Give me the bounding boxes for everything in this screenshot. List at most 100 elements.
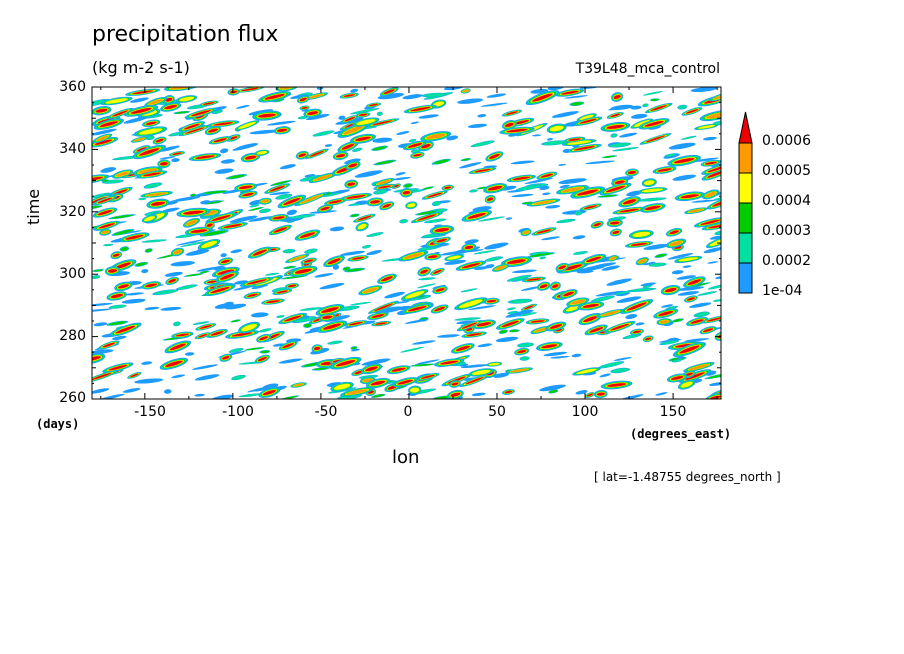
precip-streak: [708, 382, 721, 387]
precip-streak: [577, 301, 605, 311]
precip-streak: [361, 363, 382, 375]
precip-streak: [456, 320, 477, 325]
precip-streak: [178, 121, 206, 132]
precip-streak: [601, 155, 618, 159]
colorbar-swatch: [738, 202, 753, 234]
precip-streak: [119, 246, 130, 252]
precip-streak: [251, 284, 269, 290]
precip-streak: [235, 143, 259, 150]
precip-streak: [141, 239, 168, 243]
precip-streak: [486, 93, 507, 98]
precip-streak: [157, 159, 171, 169]
precip-streak: [180, 240, 209, 247]
precip-streak: [630, 105, 642, 110]
precip-streak: [703, 136, 717, 141]
precip-streak: [476, 186, 487, 190]
precip-streak: [248, 216, 273, 222]
precip-streak: [308, 172, 338, 183]
precip-streak: [244, 347, 265, 351]
precip-streak: [456, 319, 483, 332]
precip-streak: [256, 333, 272, 343]
precip-streak: [599, 182, 632, 196]
precip-streak: [505, 309, 534, 318]
precip-streak: [160, 306, 182, 311]
precip-streak: [526, 252, 556, 258]
precip-streak: [375, 306, 404, 314]
precip-streak: [395, 172, 406, 176]
precip-streak: [460, 364, 490, 368]
precip-streak: [449, 380, 461, 388]
precip-streak: [531, 227, 557, 236]
colorbar-label: 0.0006: [762, 133, 811, 149]
precip-streak: [169, 199, 181, 203]
precip-streak: [539, 384, 566, 392]
precip-streak: [691, 199, 716, 203]
precip-streak: [184, 352, 195, 356]
precip-streak: [92, 205, 103, 210]
precip-streak: [176, 207, 211, 218]
precip-streak: [290, 382, 307, 388]
precip-streak: [429, 225, 455, 235]
precip-streak: [109, 322, 142, 337]
precip-streak: [185, 249, 210, 256]
precip-streak: [143, 182, 163, 189]
precip-streak: [92, 349, 114, 354]
precip-streak: [195, 323, 217, 331]
precip-streak: [677, 379, 696, 390]
precip-streak: [521, 276, 546, 283]
precip-streak: [199, 100, 219, 107]
colorbar-swatch: [738, 262, 753, 294]
precip-streak: [558, 163, 567, 166]
x-tick-label: 150: [659, 404, 687, 420]
experiment-label: T39L48_mca_control: [575, 61, 720, 77]
precip-streak: [576, 270, 594, 274]
precip-streak: [239, 276, 274, 287]
precip-streak: [546, 138, 554, 141]
precip-streak: [92, 370, 119, 383]
precip-streak: [511, 269, 538, 274]
precip-streak: [677, 291, 700, 296]
precip-streak: [311, 367, 331, 371]
precip-streak: [672, 174, 697, 181]
precip-streak: [464, 239, 479, 244]
precip-streak: [92, 136, 119, 148]
precip-streak: [715, 275, 721, 279]
precip-streak: [264, 183, 291, 194]
precip-streak: [332, 151, 349, 161]
precip-streak: [100, 96, 133, 106]
precip-streak: [304, 148, 329, 159]
precip-streak: [484, 242, 509, 250]
precip-streak: [434, 358, 465, 367]
precip-streak: [424, 218, 447, 224]
precip-streak: [559, 289, 578, 299]
precip-streak: [92, 106, 112, 116]
precip-streak: [352, 117, 380, 127]
precip-streak: [201, 190, 229, 195]
precip-streak: [204, 126, 222, 136]
precip-streak: [691, 157, 719, 163]
precip-streak: [165, 276, 180, 286]
precip-streak: [643, 261, 656, 266]
precipitation-field: [92, 87, 721, 399]
precip-streak: [217, 222, 248, 230]
precip-streak: [106, 320, 129, 326]
precip-streak: [584, 324, 608, 336]
precip-streak: [217, 257, 234, 266]
precip-streak: [294, 192, 328, 207]
precip-streak: [501, 109, 522, 117]
precip-streak: [619, 132, 638, 138]
precip-streak: [618, 394, 644, 399]
precip-streak: [550, 355, 570, 359]
precip-streak: [199, 270, 210, 274]
colorbar-label: 0.0003: [762, 223, 811, 239]
precip-streak: [649, 98, 660, 102]
precip-streak: [277, 194, 307, 209]
precip-streak: [400, 346, 425, 353]
precip-streak: [417, 283, 437, 289]
precip-streak: [712, 120, 721, 126]
precip-streak: [92, 388, 110, 394]
precip-streak: [223, 301, 234, 307]
precip-streak: [517, 342, 534, 348]
precip-streak: [350, 88, 359, 93]
precip-streak: [606, 278, 632, 286]
